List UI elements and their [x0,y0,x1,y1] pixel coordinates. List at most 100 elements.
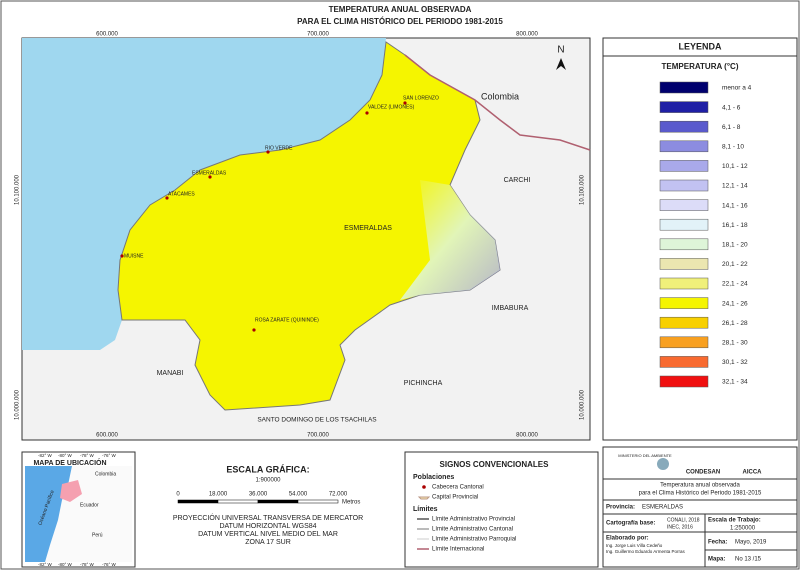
sign-label: Límite Internacional [432,547,484,553]
info-value: CONALI, 2018 [667,517,700,523]
legend-subtitle: TEMPERATURA (°C) [662,62,739,71]
location-label: Ecuador [80,502,99,508]
logo-mark [657,458,669,470]
place-dot [208,175,212,179]
location-tick: -78° W [80,453,95,458]
info-value: Ing. Jorge Luis Villa Cedeño [606,543,663,548]
legend-label: 8,1 - 10 [722,144,744,151]
location-tick: -78° W [80,562,95,567]
location-title: MAPA DE UBICACIÓN [33,458,106,467]
scale-title: ESCALA GRÁFICA: [226,464,309,474]
legend-swatch [659,297,709,309]
location-sea [25,466,72,562]
logo: CONDESAN [686,470,720,476]
region-label: ESMERALDAS [344,225,392,232]
sign-label: Límite Administrativo Provincial [432,517,515,523]
info-label: Fecha: [708,540,727,546]
grid-labels: 600.000 700.000 800.000 600.000 700.000 … [15,32,586,439]
legend-label: 6,1 - 8 [722,124,741,131]
signs-title: SIGNOS CONVENCIONALES [440,460,550,469]
location-tick: -80° W [58,453,73,458]
legend-label: 4,1 - 6 [722,104,741,111]
scale-segment [257,499,299,504]
title: TEMPERATURA ANUAL OBSERVADA [329,5,472,14]
location-tick: -82° W [38,453,53,458]
scale-segment [177,499,219,504]
legend-swatch [659,356,709,368]
place-label: ESMERALDAS [192,170,227,176]
legend-label: 26,1 - 28 [722,320,748,327]
legend-swatch [659,375,709,388]
scale-tick: 0 [176,492,180,498]
signs-box [404,451,599,568]
projection-line: ZONA 17 SUR [245,539,291,546]
info-value: 1:250000 [730,526,756,532]
scale-unit: Metros [342,500,360,506]
place-label: VALDEZ (LIMONES) [368,104,415,110]
legend-label: 10,1 - 12 [722,163,748,170]
scale-ratio: 1:900000 [255,478,281,484]
location-label: Perú [92,532,103,538]
grid-label: 600.000 [96,433,118,439]
place-dot [403,101,407,105]
place-label: ROSA ZARATE (QUININDE) [255,317,319,323]
info-label: Provincia: [606,505,635,511]
scale-tick: 72.000 [329,492,348,498]
legend-swatch [659,120,709,133]
grid-label: 10.100.000 [15,174,21,205]
place-dot [266,150,270,154]
place-label: SAN LORENZO [403,95,439,101]
info-value: Ing. Guillermo Eduardo Armenta Porras [606,549,686,554]
location-province [60,480,82,502]
grid-label: 700.000 [307,433,329,439]
legend-swatch [659,179,709,192]
region-label: SANTO DOMINGO DE LOS TSACHILAS [257,417,377,424]
scale-bar: 0 18.000 36.000 54.000 72.000 Metros [176,492,360,506]
region-label: Colombia [481,91,519,101]
legend-swatch [659,316,709,329]
legend-swatch [659,81,709,94]
grid-label: 10.100.000 [580,174,586,205]
scale-tick: 18.000 [209,492,228,498]
regions: Colombia CARCHI IMBABURA PICHINCHA MANAB… [157,91,531,423]
scale-segment [217,499,259,504]
legend-swatch [659,238,709,251]
legend-label: 14,1 - 16 [722,202,748,209]
legend-swatch [659,218,709,231]
place-dot [365,111,369,115]
sign-label: Capital Provincial [432,495,478,501]
legend-title: LEYENDA [678,41,722,51]
location-tick: -76° W [102,562,117,567]
description: Temperatura anual observada [660,483,740,489]
places: SAN LORENZO VALDEZ (LIMONES) RIO VERDE E… [120,95,439,332]
sign-symbol [422,485,426,489]
scale-tick: 36.000 [249,492,268,498]
sign-symbol [417,496,431,500]
projection-line: PROYECCIÓN UNIVERSAL TRANSVERSA DE MERCA… [173,513,363,522]
signs-heading: Poblaciones [413,474,454,481]
legend-label: 16,1 - 18 [722,222,748,229]
grid-label: 700.000 [307,32,329,38]
info-label: Mapa: [708,557,725,563]
legend-swatch [659,101,709,113]
legend-label: 28,1 - 30 [722,340,748,347]
info-label: Elaborado por: [606,536,649,542]
info-label: Cartografía base: [606,521,655,527]
region-label: CARCHI [504,177,531,184]
projection-line: DATUM HORIZONTAL WGS84 [219,523,316,530]
info-label: Escala de Trabajo: [708,518,761,524]
legend-label: 12,1 - 14 [722,183,748,190]
legend-items: menor a 4 4,1 - 6 6,1 - 8 8,1 - 10 10,1 - 12… [659,81,752,388]
sign-label: Límite Administrativo Parroquial [432,537,516,543]
grid-label: 10.000.000 [580,389,586,420]
grid-label: 800.000 [516,32,538,38]
place-dot [252,328,256,332]
place-label: RIO VERDE [265,145,293,151]
location-label: Colombia [95,471,116,477]
place-label: MUISNE [124,253,144,259]
region-label: IMBABURA [492,305,529,312]
place-dot [165,196,169,200]
